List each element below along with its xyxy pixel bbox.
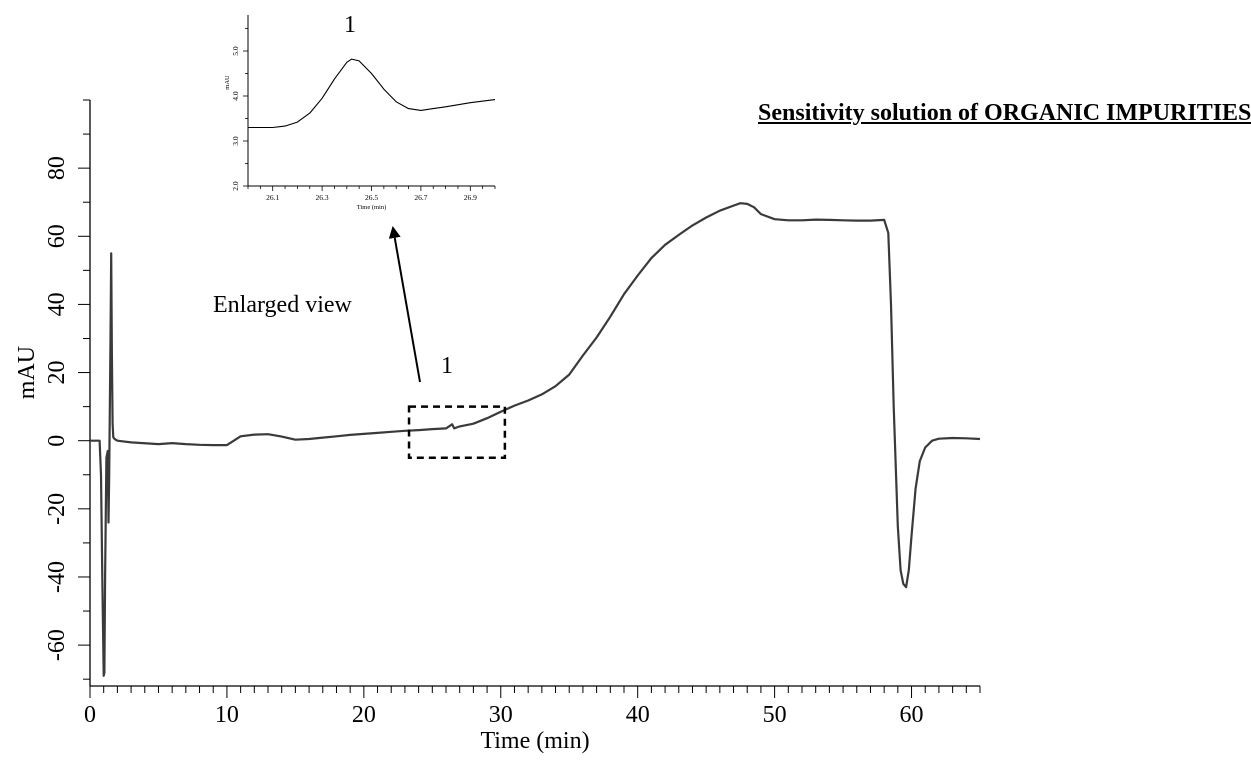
peak-label-inset: 1 — [344, 12, 356, 38]
y-tick-label: 40 — [44, 292, 70, 316]
x-tick-label: 10 — [215, 702, 239, 728]
inset-x-tick-label: 26.1 — [266, 193, 279, 202]
inset-y-tick-label: 5.0 — [231, 46, 240, 56]
inset-plot: 26.1 26.3 26.5 26.7 26.9 2.0 3.0 4.0 5.0 Time (mi… — [224, 15, 496, 211]
y-tick-label: 20 — [44, 361, 70, 385]
y-tick-label: -60 — [44, 629, 70, 661]
y-tick-label: -40 — [44, 561, 70, 593]
inset-x-tick-label: 26.3 — [316, 193, 329, 202]
inset-x-axis-title: Time (min) — [357, 204, 387, 211]
y-axis-title: mAU — [14, 346, 40, 399]
zoom-region-box — [407, 405, 507, 459]
inset-x-tick-label: 26.5 — [365, 193, 378, 202]
x-axis-title: Time (min) — [480, 728, 589, 754]
inset-trace — [248, 58, 496, 129]
chromatogram-trace — [90, 202, 981, 677]
y-tick-label: 80 — [44, 156, 70, 180]
x-tick-label: 30 — [489, 702, 513, 728]
inset-x-tick-label: 26.9 — [464, 193, 477, 202]
inset-y-tick-label: 2.0 — [231, 181, 240, 191]
x-tick-label: 50 — [763, 702, 787, 728]
y-tick-label: -20 — [44, 493, 70, 525]
enlarged-view-label: Enlarged view — [213, 292, 352, 318]
inset-y-tick-label: 4.0 — [231, 91, 240, 101]
inset-x-tick-label: 26.7 — [414, 193, 427, 202]
x-tick-label: 20 — [352, 702, 376, 728]
main-plot: 0 10 20 30 40 50 60 -60 -40 -20 0 20 40 60 80 Time (min… — [14, 99, 981, 754]
inset-y-axis-title: mAU — [224, 75, 231, 90]
peak-label-main: 1 — [441, 353, 453, 379]
x-tick-label: 60 — [900, 702, 924, 728]
page-title: Sensitivity solution of ORGANIC IMPURITI… — [758, 100, 1251, 126]
x-tick-label: 0 — [84, 702, 96, 728]
y-tick-label: 60 — [44, 224, 70, 248]
inset-y-tick-label: 3.0 — [231, 136, 240, 146]
x-tick-label: 40 — [626, 702, 650, 728]
enlarged-view-arrow — [388, 226, 421, 383]
y-tick-label: 0 — [44, 435, 70, 447]
